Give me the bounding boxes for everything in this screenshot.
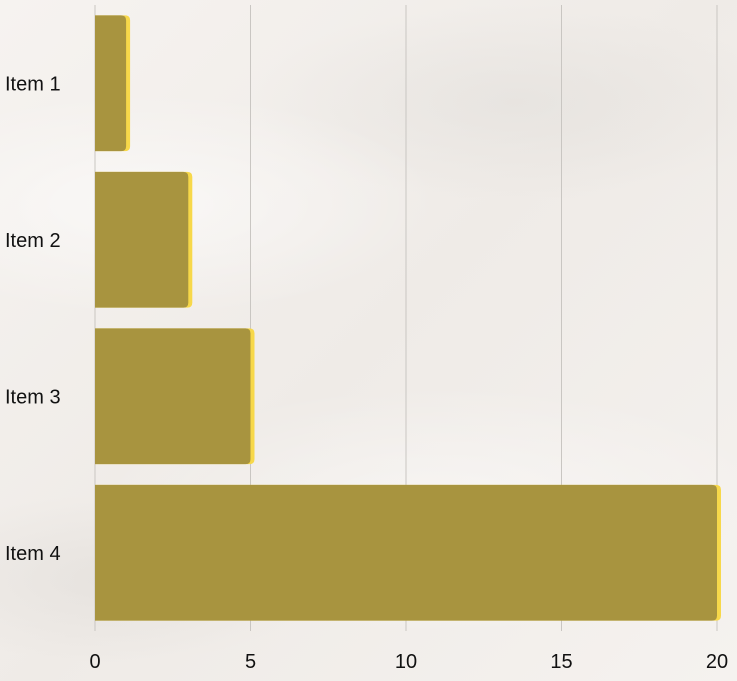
bar-2 <box>95 171 193 308</box>
bar <box>95 15 127 152</box>
bar <box>95 171 189 308</box>
category-label: Item 1 <box>5 73 61 95</box>
bars <box>95 15 721 621</box>
bar <box>95 328 251 465</box>
category-label: Item 2 <box>5 230 61 252</box>
bar-4 <box>95 484 721 621</box>
category-label: Item 3 <box>5 386 61 408</box>
x-tick-label: 0 <box>89 651 100 673</box>
x-tick-label: 10 <box>395 651 417 673</box>
category-labels: Item 1 Item 2 Item 3 Item 4 <box>5 73 61 565</box>
bar <box>95 484 717 621</box>
category-label: Item 4 <box>5 543 61 565</box>
bar-3 <box>95 328 255 465</box>
x-tick-label: 20 <box>706 651 728 673</box>
x-tick-labels: 0 5 10 15 20 <box>89 651 728 673</box>
bar-1 <box>95 15 131 152</box>
x-tick-label: 5 <box>245 651 256 673</box>
x-tick-label: 15 <box>550 651 572 673</box>
